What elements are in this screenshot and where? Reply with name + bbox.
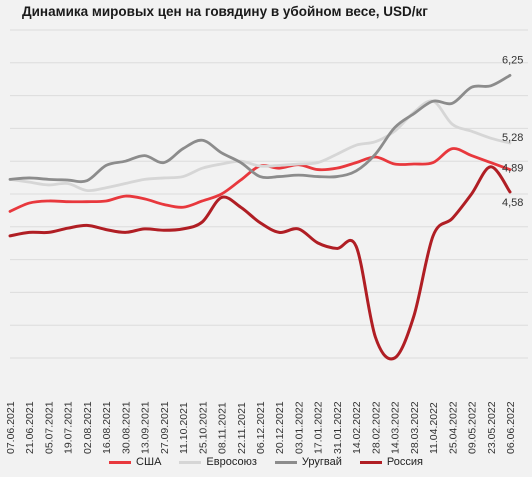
legend-swatch: [359, 460, 382, 464]
x-tick-label: 28.03.2022: [409, 401, 421, 454]
legend-item-1: Евросоюз: [179, 456, 257, 468]
x-tick-label: 11.10.2021: [178, 402, 190, 454]
x-tick-label: 25.04.2022: [447, 401, 459, 454]
x-axis-ticks: 07.06.2021 21.06.2021 05.07.2021 19.07.2021…: [5, 401, 517, 454]
end-label-3: 4,58: [502, 197, 523, 209]
x-tick-label: 14.03.2022: [390, 401, 402, 454]
x-tick-label: 13.09.2021: [140, 401, 152, 454]
x-tick-label: 31.01.2022: [332, 401, 344, 454]
legend-item-3: Россия: [359, 456, 423, 468]
x-tick-label: 05.07.2021: [43, 401, 55, 454]
end-label-1: 5,28: [502, 132, 523, 144]
legend: США Евросоюз Уругвай Россия: [0, 456, 532, 468]
x-tick-label: 19.07.2021: [63, 401, 75, 454]
end-label-2: 4,89: [502, 163, 523, 175]
x-tick-label: 30.08.2021: [120, 401, 132, 454]
x-tick-label: 16.08.2021: [101, 401, 113, 454]
x-tick-label: 17.01.2022: [313, 401, 325, 454]
legend-label: Евросоюз: [206, 456, 257, 468]
legend-item-2: Уругвай: [274, 456, 342, 468]
x-tick-label: 06.12.2021: [255, 401, 267, 454]
series-line-1: [8, 99, 512, 193]
series-lines: [8, 73, 512, 361]
legend-item-0: США: [109, 456, 161, 468]
x-tick-label: 22.11.2021: [236, 402, 248, 454]
legend-swatch: [109, 460, 132, 464]
end-label-0: 6,25: [502, 54, 523, 66]
x-tick-label: 11.04.2022: [428, 402, 440, 454]
x-tick-label: 08.11.2021: [217, 402, 229, 454]
x-tick-label: 06.06.2022: [505, 401, 517, 454]
chart-title: Динамика мировых цен на говядину в убойн…: [22, 4, 428, 19]
x-tick-label: 09.05.2022: [467, 401, 479, 454]
x-tick-label: 27.09.2021: [159, 401, 171, 454]
x-tick-label: 07.06.2021: [5, 401, 17, 454]
end-labels: 6,25 5,28 4,89 4,58: [502, 54, 523, 209]
x-tick-label: 03.01.2022: [293, 401, 305, 454]
x-tick-label: 14.02.2022: [351, 401, 363, 454]
legend-label: Россия: [386, 456, 423, 468]
x-tick-label: 25.10.2021: [197, 401, 209, 454]
legend-swatch: [274, 460, 297, 464]
series-line-2: [8, 73, 512, 184]
x-tick-label: 23.05.2022: [486, 401, 498, 454]
x-tick-label: 02.08.2021: [82, 401, 94, 454]
x-tick-label: 28.02.2022: [370, 401, 382, 454]
legend-label: Уругвай: [301, 456, 342, 468]
series-line-3: [8, 165, 512, 361]
legend-swatch: [179, 460, 202, 464]
x-tick-label: 21.06.2021: [24, 401, 36, 454]
grid-lines: [10, 29, 528, 359]
x-tick-label: 20.12.2021: [274, 401, 286, 454]
legend-label: США: [136, 456, 162, 468]
